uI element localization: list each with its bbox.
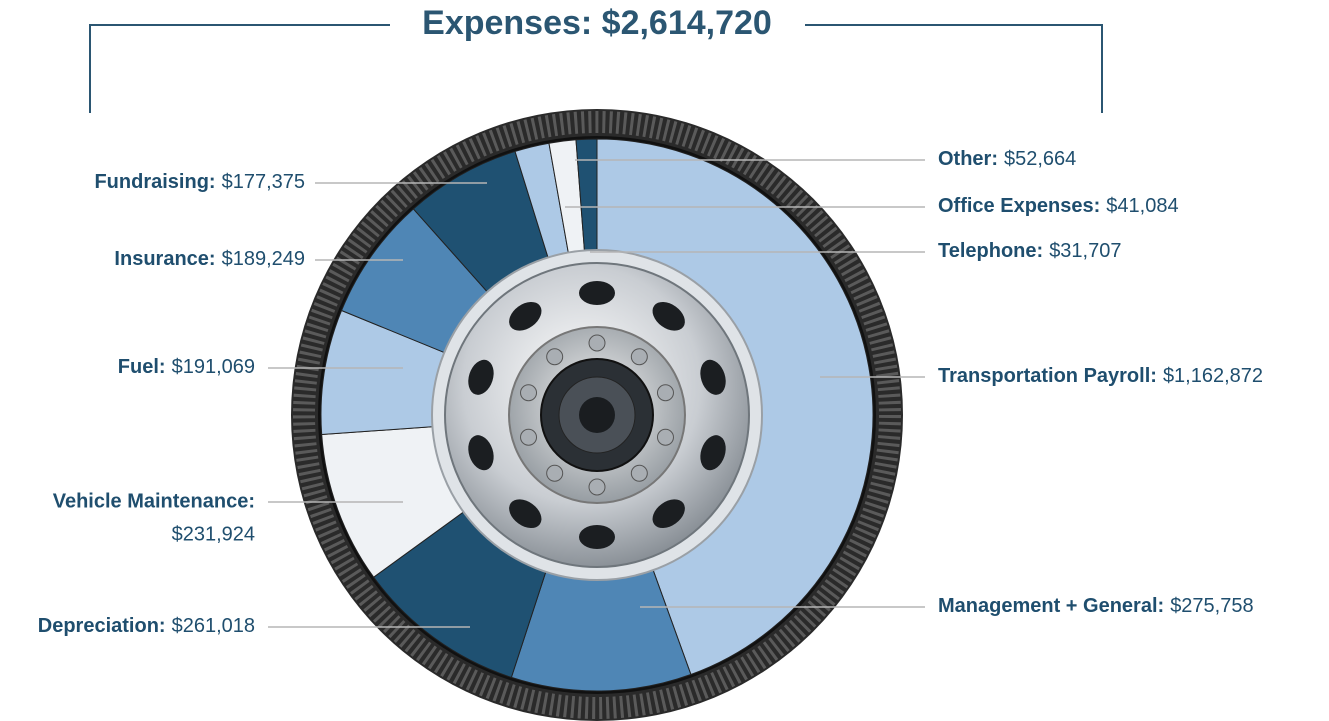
hub-bolt xyxy=(521,385,537,401)
hub-hole xyxy=(579,525,615,549)
page: Expenses: $2,614,720 Transportation Payr… xyxy=(0,0,1329,721)
label-name: Fuel: xyxy=(118,356,166,378)
label: Depreciation: $261,018 xyxy=(38,615,255,637)
hub xyxy=(432,250,762,580)
hub-bolt xyxy=(589,479,605,495)
chart: Expenses: $2,614,720 Transportation Payr… xyxy=(0,0,1329,721)
label-name: Fundraising: xyxy=(94,171,215,193)
label-value: $275,758 xyxy=(1170,595,1253,617)
label: Office Expenses: $41,084 xyxy=(938,195,1179,217)
label-name: Insurance: xyxy=(114,248,215,270)
label-name: Depreciation: xyxy=(38,615,166,637)
label-name: Office Expenses: xyxy=(938,195,1100,217)
label-name: Management + General: xyxy=(938,595,1164,617)
hub-hole xyxy=(579,281,615,305)
label-value: $52,664 xyxy=(1004,148,1076,170)
chart-title: Expenses: $2,614,720 xyxy=(422,4,772,42)
label: Management + General: $275,758 xyxy=(938,595,1254,617)
label-name: Vehicle Maintenance: xyxy=(53,490,255,512)
label-value: $1,162,872 xyxy=(1163,365,1263,387)
label: Fuel: $191,069 xyxy=(118,356,255,378)
label-name: Other: xyxy=(938,148,998,170)
label: Transportation Payroll: $1,162,872 xyxy=(938,365,1263,387)
label: Other: $52,664 xyxy=(938,148,1076,170)
label-value: $31,707 xyxy=(1049,240,1121,262)
hub-bolt xyxy=(521,429,537,445)
hub-bolt xyxy=(589,335,605,351)
label-name: Telephone: xyxy=(938,240,1043,262)
label: Insurance: $189,249 xyxy=(114,248,305,270)
label-value: $189,249 xyxy=(222,248,305,270)
hub-axle xyxy=(579,397,615,433)
hub-bolt xyxy=(657,385,673,401)
label-value: $177,375 xyxy=(222,171,305,193)
hub-bolt xyxy=(547,465,563,481)
label: Telephone: $31,707 xyxy=(938,240,1121,262)
label-value: $231,924 xyxy=(172,523,255,545)
hub-bolt xyxy=(631,465,647,481)
label: Fundraising: $177,375 xyxy=(94,171,305,193)
hub-bolt xyxy=(631,349,647,365)
label-value: $191,069 xyxy=(172,356,255,378)
hub-bolt xyxy=(657,429,673,445)
hub-bolt xyxy=(547,349,563,365)
label-value: $41,084 xyxy=(1106,195,1178,217)
label-name: Transportation Payroll: xyxy=(938,365,1157,387)
label-value: $261,018 xyxy=(172,615,255,637)
